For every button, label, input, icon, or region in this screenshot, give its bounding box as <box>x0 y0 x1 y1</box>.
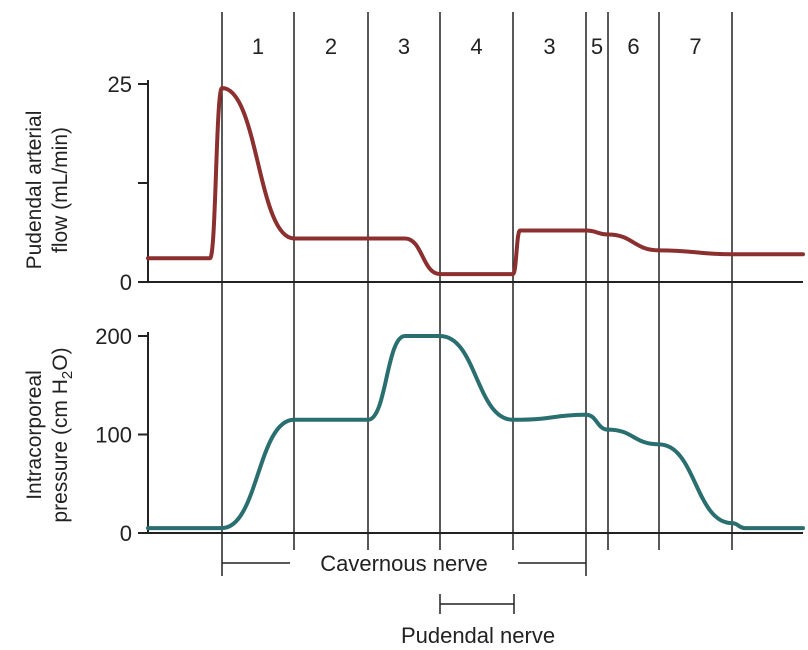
cavernous-nerve-bracket <box>221 550 587 576</box>
flow-axis-title: Pudendal arterial flow (mL/min) <box>23 111 72 270</box>
pressure-series-line <box>146 334 805 531</box>
flow-axis-title-line2: flow (mL/min) <box>49 127 72 253</box>
axes <box>138 80 803 534</box>
flow-axis-title-line1: Pudendal arterial <box>23 111 46 270</box>
phase-label: 1 <box>252 34 264 59</box>
phase-label: 2 <box>325 34 337 59</box>
pudendal-nerve-bracket <box>439 594 515 614</box>
cavernous-nerve-label: Cavernous nerve <box>320 551 488 576</box>
pressure-axis-title-line1: Intracorporeal <box>23 370 46 500</box>
phase-label: 7 <box>689 34 701 59</box>
y-tick-label: 25 <box>108 72 132 97</box>
phase-label: 3 <box>543 34 555 59</box>
phase-label: 4 <box>470 34 482 59</box>
pudendal-nerve-label: Pudendal nerve <box>401 623 555 648</box>
y-tick-label: 200 <box>95 324 132 349</box>
flow-series-line <box>146 85 805 277</box>
y-tick-label: 100 <box>95 423 132 448</box>
pressure-axis-title: Intracorporeal pressure (cm H2O) <box>23 347 76 522</box>
y-tick-label: 0 <box>120 270 132 295</box>
phase-label: 6 <box>627 34 639 59</box>
phase-label: 3 <box>398 34 410 59</box>
y-tick-label: 0 <box>120 521 132 546</box>
phase-label: 5 <box>591 34 603 59</box>
pressure-axis-title-line2: pressure (cm H2O) <box>49 347 76 522</box>
tick-labels: 0 25 0 100 200 <box>95 72 132 546</box>
